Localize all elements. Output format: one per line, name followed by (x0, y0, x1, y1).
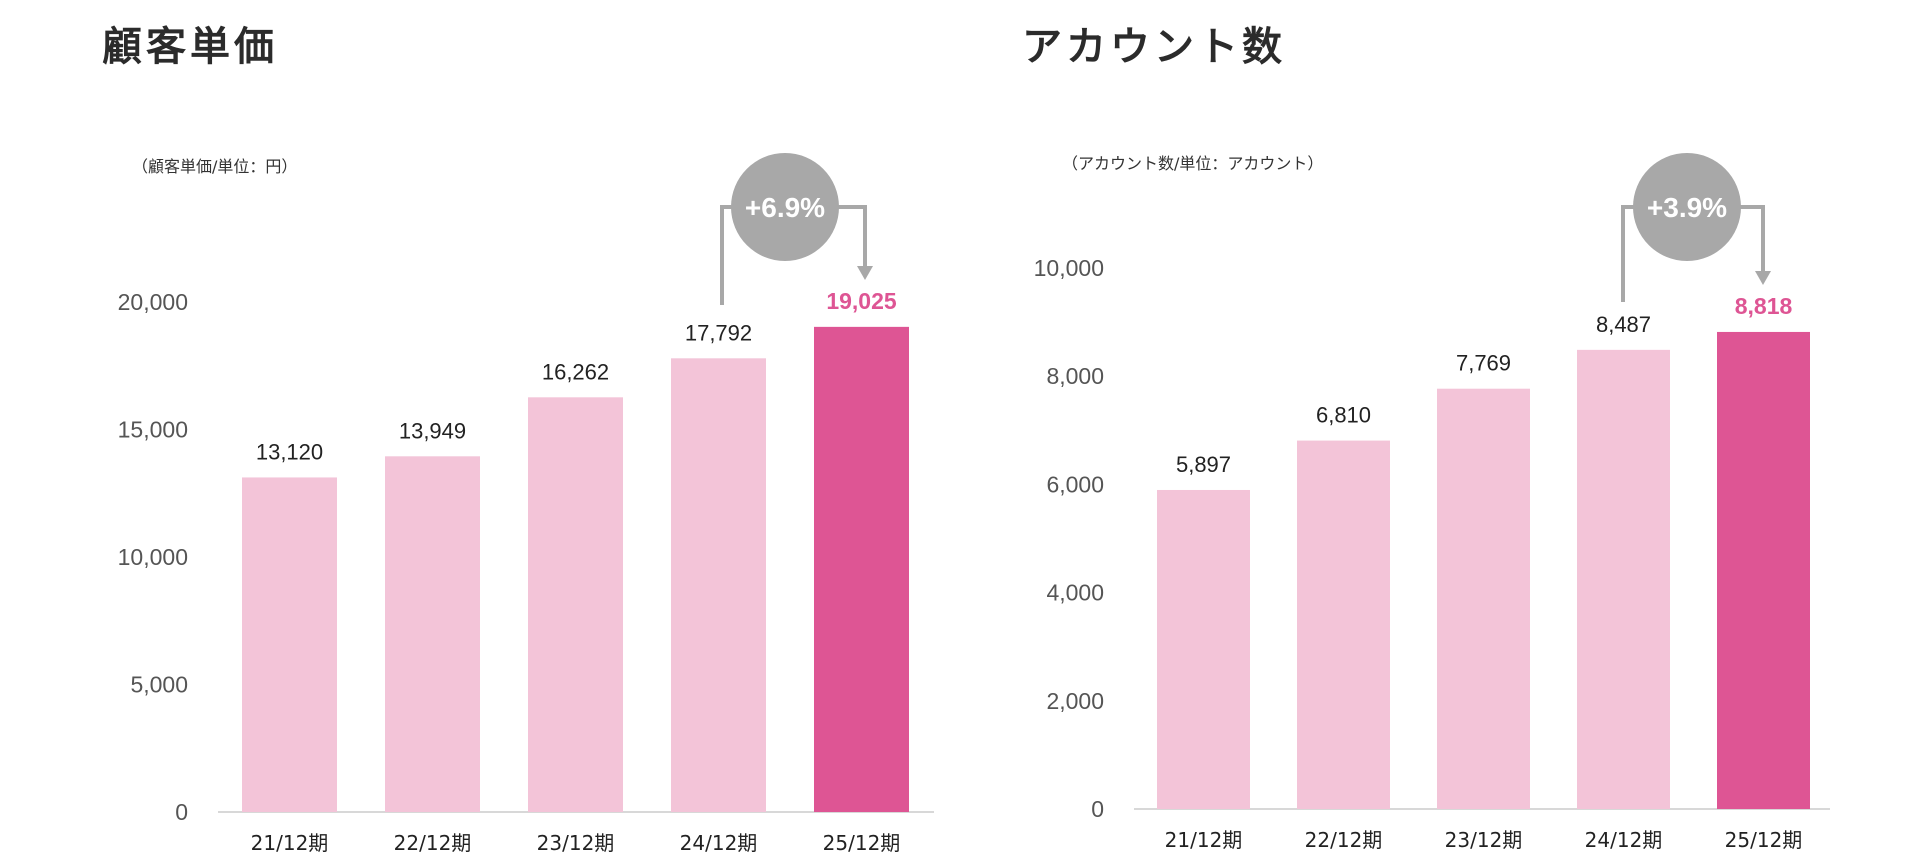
data-label: 8,818 (1735, 293, 1793, 319)
y-tick-label: 10,000 (1034, 255, 1104, 281)
bar-highlight (1717, 331, 1810, 809)
x-tick-label: 25/12期 (823, 831, 901, 855)
y-tick-label: 0 (175, 799, 188, 825)
bar (1577, 349, 1670, 809)
x-tick-label: 24/12期 (680, 831, 758, 855)
chart-plot: 0 2,000 4,000 6,000 8,000 10,000 5,897 21/12期 6,… (1034, 153, 1830, 852)
bar-highlight (814, 326, 909, 812)
y-tick-label: 6,000 (1046, 471, 1104, 497)
chart-plot: 0 5,000 10,000 15,000 20,000 13,120 21/12期 13,9… (118, 153, 934, 855)
data-label: 13,120 (256, 439, 323, 464)
data-label: 7,769 (1456, 351, 1511, 376)
bar (242, 477, 337, 812)
data-label: 16,262 (542, 359, 609, 384)
growth-label: +3.9% (1647, 192, 1727, 223)
y-tick-label: 2,000 (1046, 688, 1104, 714)
data-label: 17,792 (685, 320, 752, 345)
bar (385, 456, 480, 812)
y-tick-label: 10,000 (118, 544, 188, 570)
account-count-chart: アカウント数 （アカウント数/単位：アカウント） 0 2,000 4,000 6,00… (960, 0, 1920, 865)
growth-arrow-head (1755, 271, 1771, 285)
x-tick-label: 22/12期 (394, 831, 472, 855)
data-label: 6,810 (1316, 403, 1371, 428)
y-tick-label: 4,000 (1046, 580, 1104, 606)
x-tick-label: 21/12期 (1165, 828, 1243, 852)
x-tick-label: 21/12期 (251, 831, 329, 855)
data-label: 5,897 (1176, 452, 1231, 477)
chart-title: 顧客単価 (102, 24, 278, 70)
unit-note: （アカウント数/単位：アカウント） (1062, 154, 1324, 173)
bar (1297, 440, 1390, 809)
bar (528, 397, 623, 812)
y-tick-label: 20,000 (118, 289, 188, 315)
data-label: 13,949 (399, 418, 466, 443)
x-tick-label: 24/12期 (1585, 828, 1663, 852)
bar (1437, 388, 1530, 809)
bar (671, 358, 766, 812)
x-tick-label: 23/12期 (1445, 828, 1523, 852)
growth-arrow-head (857, 266, 873, 280)
growth-label: +6.9% (745, 192, 825, 223)
x-tick-label: 22/12期 (1305, 828, 1383, 852)
bar (1157, 489, 1250, 809)
y-tick-label: 0 (1091, 796, 1104, 822)
data-label: 8,487 (1596, 312, 1651, 337)
unit-note: （顧客単価/単位：円） (132, 157, 298, 176)
y-tick-label: 15,000 (118, 417, 188, 443)
customer-unit-price-chart: 顧客単価 （顧客単価/単位：円） 0 5,000 10,000 15,000 20,00… (102, 24, 934, 855)
data-label: 19,025 (826, 288, 897, 314)
y-tick-label: 5,000 (130, 672, 188, 698)
y-tick-label: 8,000 (1046, 363, 1104, 389)
x-tick-label: 23/12期 (537, 831, 615, 855)
growth-bubble (1633, 153, 1741, 261)
growth-bubble (731, 153, 839, 261)
x-tick-label: 25/12期 (1725, 828, 1803, 852)
chart-title: アカウント数 (1022, 24, 1286, 70)
